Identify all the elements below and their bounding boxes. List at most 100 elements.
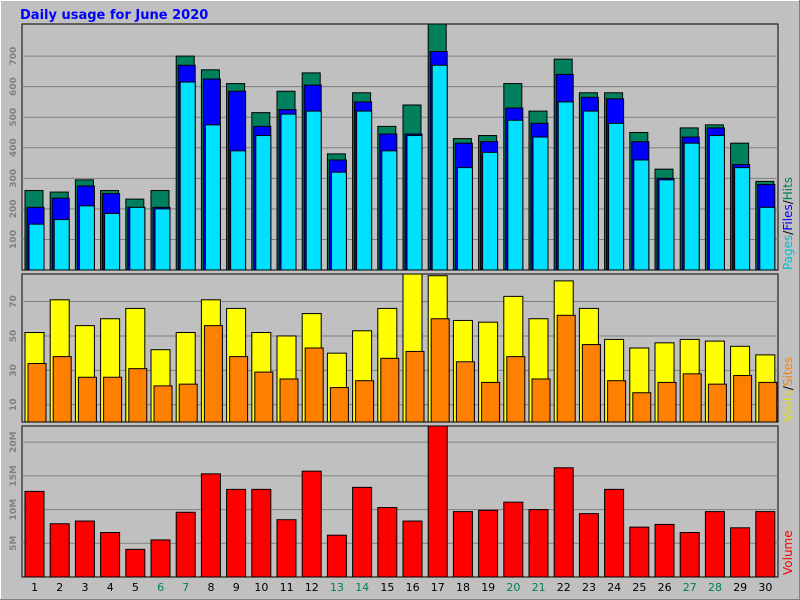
volume-bar <box>175 511 196 578</box>
visits-panel-y-tick-label: 30 <box>9 364 19 377</box>
day-label: 2 <box>56 581 63 594</box>
legend-volume: Volume <box>781 530 795 575</box>
sites-bar <box>607 380 627 423</box>
pages-bar <box>356 110 373 271</box>
pages-bar <box>456 167 473 271</box>
day-label: 1 <box>31 581 38 594</box>
day-label: 7 <box>182 581 189 594</box>
day-label: 29 <box>733 581 747 594</box>
legend-files: Files <box>781 204 795 230</box>
pages-bar <box>280 113 297 271</box>
volume-panel-y-tick-label: 20M <box>9 431 19 453</box>
volume-bar <box>251 488 272 578</box>
day-label: 4 <box>107 581 114 594</box>
volume-bar <box>553 467 574 578</box>
day-label: 22 <box>557 581 571 594</box>
sites-bar <box>707 383 727 423</box>
volume-bar <box>578 513 599 578</box>
volume-bar <box>150 539 171 578</box>
pages-bar <box>658 179 675 271</box>
pages-bar <box>759 206 776 271</box>
sites-bar <box>556 314 576 423</box>
day-label: 23 <box>582 581 596 594</box>
pages-bar <box>734 167 751 271</box>
volume-bar <box>629 526 650 578</box>
visits-sites-panel: 10 30 50 70 <box>9 273 779 423</box>
pages-bar <box>28 223 45 271</box>
volume-bar <box>755 511 776 578</box>
sites-bar <box>103 376 123 423</box>
sites-bar <box>581 344 601 423</box>
volume-bar <box>402 520 423 578</box>
hits-panel-y-tick-label: 200 <box>9 199 19 218</box>
pages-bar <box>431 64 448 271</box>
visits-panel-y-tick-label: 10 <box>9 399 19 412</box>
legend-visits-sites: Visits/Sites <box>781 357 795 422</box>
day-label: 18 <box>456 581 470 594</box>
sites-bar <box>178 383 198 423</box>
svg-text:Visits/Sites: Visits/Sites <box>781 357 795 422</box>
day-label: 28 <box>708 581 722 594</box>
sites-bar <box>682 373 702 423</box>
sites-bar <box>405 350 425 423</box>
volume-bar <box>452 511 473 578</box>
sites-bar <box>430 318 450 423</box>
pages-bar <box>78 205 95 271</box>
volume-bar <box>276 519 297 578</box>
day-label: 27 <box>683 581 697 594</box>
volume-bar <box>654 523 675 578</box>
volume-bar <box>301 470 322 578</box>
pages-bar <box>381 150 398 271</box>
pages-bar <box>154 208 171 271</box>
visits-panel-y-tick-label: 70 <box>9 295 19 308</box>
sites-bar <box>355 380 375 423</box>
day-label: 21 <box>532 581 546 594</box>
sites-bar <box>229 356 249 423</box>
volume-bar <box>503 501 524 578</box>
sites-bar <box>455 361 475 423</box>
day-label: 10 <box>254 581 268 594</box>
day-label: 5 <box>132 581 139 594</box>
pages-bar <box>482 151 499 271</box>
volume-panel: 5M 10M 15M 20M <box>9 425 779 578</box>
sites-bar <box>203 325 223 423</box>
sites-bar <box>279 378 299 423</box>
day-label: 30 <box>758 581 772 594</box>
sites-bar <box>380 357 400 423</box>
pages-bar <box>204 124 221 271</box>
day-label: 12 <box>305 581 319 594</box>
day-label: 8 <box>208 581 215 594</box>
sites-bar <box>758 381 778 423</box>
volume-bar <box>125 548 146 578</box>
pages-bar <box>406 135 423 271</box>
sites-bar <box>128 368 148 423</box>
pages-bar <box>179 81 196 271</box>
sites-bar <box>733 375 753 423</box>
sites-bar <box>77 376 97 423</box>
volume-bar <box>604 488 625 578</box>
legend-hits: Hits <box>781 177 795 200</box>
day-label: 20 <box>506 581 520 594</box>
day-label: 6 <box>157 581 164 594</box>
day-label: 24 <box>607 581 621 594</box>
volume-bar <box>377 507 398 578</box>
day-label: 19 <box>481 581 495 594</box>
sites-bar <box>481 381 501 423</box>
pages-bar <box>129 206 146 271</box>
volume-bar <box>49 523 70 578</box>
day-label: 25 <box>632 581 646 594</box>
chart-title: Daily usage for June 2020 <box>20 8 208 23</box>
sites-bar <box>254 371 274 423</box>
sites-bar <box>27 362 47 423</box>
hits-panel-y-tick-label: 400 <box>9 138 19 157</box>
volume-panel-y-tick-label: 15M <box>9 465 19 487</box>
sites-bar <box>506 356 526 423</box>
day-label: 13 <box>330 581 344 594</box>
hits-panel-y-tick-label: 600 <box>9 77 19 96</box>
day-label: 9 <box>233 581 240 594</box>
sites-bar <box>632 392 652 423</box>
volume-bar <box>528 509 549 578</box>
visits-panel-y-tick-label: 50 <box>9 330 19 343</box>
pages-bar <box>330 171 347 271</box>
sites-bar <box>329 387 349 423</box>
